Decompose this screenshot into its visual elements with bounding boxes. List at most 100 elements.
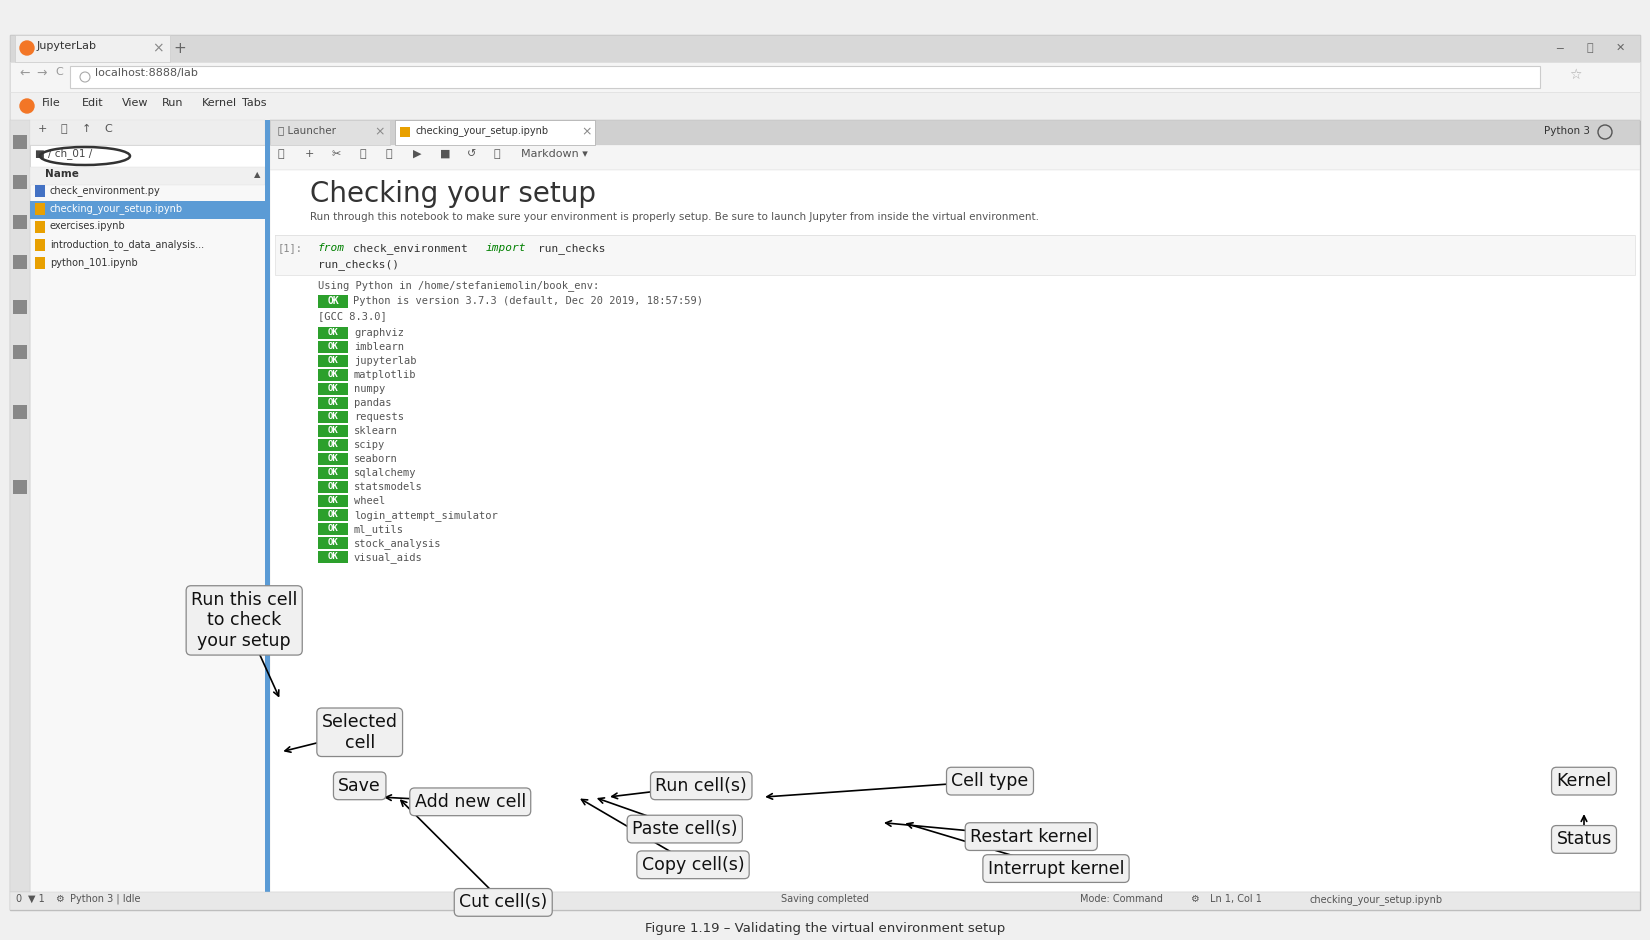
Text: exercises.ipynb: exercises.ipynb [50, 221, 125, 231]
Bar [276, 235, 1635, 275]
Bar [30, 120, 266, 892]
Text: numpy: numpy [355, 384, 384, 394]
Text: OK: OK [328, 384, 338, 393]
Text: OK: OK [328, 538, 338, 547]
Text: [GCC 8.3.0]: [GCC 8.3.0] [318, 311, 386, 321]
Text: Cell type: Cell type [952, 772, 1028, 791]
Text: ⚙: ⚙ [1190, 894, 1200, 904]
Text: ←: ← [20, 67, 30, 80]
Text: ▲: ▲ [254, 170, 261, 179]
Text: Ln 1, Col 1: Ln 1, Col 1 [1209, 894, 1262, 904]
Text: +: + [173, 41, 186, 56]
Text: ×: × [152, 41, 163, 55]
Text: checking_your_setup.ipynb: checking_your_setup.ipynb [50, 203, 183, 214]
Bar [318, 327, 348, 339]
Text: +: + [305, 149, 315, 159]
Text: C: C [54, 67, 63, 77]
Circle shape [20, 41, 35, 55]
Bar [318, 537, 348, 549]
Text: login_attempt_simulator: login_attempt_simulator [355, 510, 498, 521]
Text: localhost:8888/lab: localhost:8888/lab [96, 68, 198, 78]
Text: ⬜: ⬜ [360, 149, 366, 159]
Text: Selected
cell: Selected cell [322, 713, 398, 752]
Bar [399, 127, 409, 137]
Text: OK: OK [328, 398, 338, 407]
Bar [318, 481, 348, 493]
Bar [13, 405, 26, 419]
Text: View: View [122, 98, 148, 108]
Text: [1]:: [1]: [277, 243, 304, 253]
Bar [318, 439, 348, 451]
Text: Using Python in /home/stefaniemolin/book_env:: Using Python in /home/stefaniemolin/book… [318, 280, 599, 290]
Text: Save: Save [338, 776, 381, 795]
Text: imblearn: imblearn [355, 342, 404, 352]
Text: JupyterLab: JupyterLab [36, 41, 97, 51]
Text: matplotlib: matplotlib [355, 370, 416, 380]
Text: ×: × [582, 125, 592, 138]
Bar [318, 453, 348, 465]
Bar [10, 35, 1640, 62]
Text: ↺: ↺ [467, 149, 477, 159]
Bar [318, 383, 348, 395]
Text: ⧉ Launcher: ⧉ Launcher [277, 125, 337, 135]
Text: requests: requests [355, 412, 404, 422]
Text: OK: OK [328, 552, 338, 561]
Bar [35, 185, 45, 197]
Text: Copy cell(s): Copy cell(s) [642, 855, 744, 874]
Text: Cut cell(s): Cut cell(s) [459, 893, 548, 912]
Text: OK: OK [328, 482, 338, 491]
Text: checking_your_setup.ipynb: checking_your_setup.ipynb [1310, 894, 1444, 905]
Text: ─: ─ [1556, 43, 1564, 53]
Bar [10, 120, 30, 892]
Text: Python 3: Python 3 [1544, 126, 1591, 136]
Text: pandas: pandas [355, 398, 391, 408]
Text: 0: 0 [15, 894, 21, 904]
Text: checking_your_setup.ipynb: checking_your_setup.ipynb [416, 125, 548, 136]
Bar [35, 221, 45, 233]
Bar [318, 425, 348, 437]
Bar [318, 341, 348, 353]
Text: seaborn: seaborn [355, 454, 398, 464]
Text: Restart kernel: Restart kernel [970, 827, 1092, 846]
Text: Run through this notebook to make sure your environment is properly setup. Be su: Run through this notebook to make sure y… [310, 212, 1040, 222]
Bar [13, 135, 26, 149]
Text: import: import [487, 243, 526, 253]
Text: jupyterlab: jupyterlab [355, 356, 416, 366]
Text: Figure 1.19 – Validating the virtual environment setup: Figure 1.19 – Validating the virtual env… [645, 922, 1005, 935]
Text: Saving completed: Saving completed [780, 894, 870, 904]
Text: OK: OK [328, 468, 338, 477]
Bar [35, 257, 45, 269]
Text: 📋: 📋 [386, 149, 393, 159]
Bar [318, 411, 348, 423]
Bar [318, 355, 348, 367]
Text: Edit: Edit [82, 98, 104, 108]
Text: OK: OK [328, 342, 338, 351]
Text: OK: OK [328, 496, 338, 505]
Text: visual_aids: visual_aids [355, 552, 422, 563]
Bar [318, 369, 348, 381]
Text: OK: OK [327, 296, 338, 306]
Text: →: → [36, 67, 48, 80]
Text: check_environment.py: check_environment.py [50, 185, 160, 196]
Text: Python 3 | Idle: Python 3 | Idle [69, 894, 140, 904]
Text: ☆: ☆ [1569, 68, 1581, 82]
Bar [13, 300, 26, 314]
Text: OK: OK [328, 454, 338, 463]
Bar [13, 215, 26, 229]
Text: Run: Run [162, 98, 183, 108]
Text: run_checks(): run_checks() [318, 259, 399, 270]
Text: Paste cell(s): Paste cell(s) [632, 820, 738, 838]
Text: OK: OK [328, 426, 338, 435]
Text: +: + [38, 124, 46, 134]
Text: ▶: ▶ [412, 149, 421, 159]
Text: Run this cell
to check
your setup: Run this cell to check your setup [191, 590, 297, 650]
Text: OK: OK [328, 412, 338, 421]
Text: Python is version 3.7.3 (default, Dec 20 2019, 18:57:59): Python is version 3.7.3 (default, Dec 20… [353, 296, 703, 306]
Bar [271, 145, 1640, 170]
Text: stock_analysis: stock_analysis [355, 538, 442, 549]
Bar [13, 480, 26, 494]
Text: 💾: 💾 [277, 149, 284, 159]
Bar [30, 120, 266, 145]
Bar [318, 523, 348, 535]
Bar [318, 467, 348, 479]
